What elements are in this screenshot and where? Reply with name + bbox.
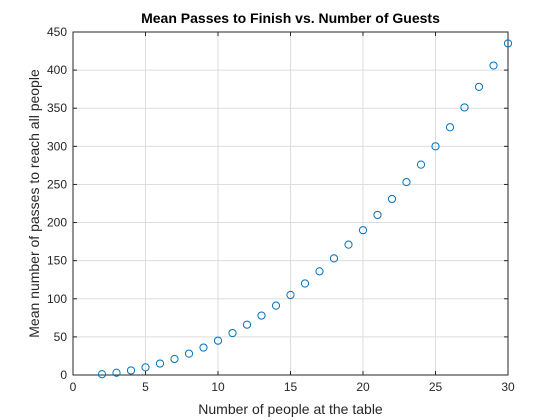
data-point bbox=[228, 328, 237, 338]
data-point bbox=[431, 142, 440, 151]
x-tick-label: 5 bbox=[142, 380, 149, 394]
data-point bbox=[141, 363, 150, 372]
x-tick-labels: 0 5 10 15 20 25 30 bbox=[70, 380, 515, 394]
data-points bbox=[97, 39, 513, 379]
data-point bbox=[126, 366, 136, 375]
y-tick-label: 250 bbox=[47, 177, 67, 191]
data-point bbox=[242, 320, 252, 329]
data-point bbox=[286, 290, 295, 300]
data-point bbox=[503, 39, 513, 48]
x-tick-label: 25 bbox=[429, 380, 443, 394]
y-tick-label: 100 bbox=[47, 292, 67, 306]
x-tick-label: 10 bbox=[211, 380, 225, 394]
y-axis-label: Mean number of passes to reach all peopl… bbox=[26, 69, 42, 338]
data-point bbox=[344, 240, 353, 249]
data-point bbox=[300, 279, 310, 288]
y-tick-label: 200 bbox=[47, 216, 67, 230]
data-point bbox=[271, 301, 281, 310]
data-point bbox=[416, 160, 426, 169]
data-point bbox=[170, 354, 179, 364]
x-tick-label: 15 bbox=[284, 380, 298, 394]
data-point bbox=[199, 343, 208, 352]
x-axis-label: Number of people at the table bbox=[198, 401, 383, 417]
y-tick-label: 400 bbox=[47, 63, 67, 77]
data-point bbox=[402, 178, 411, 187]
x-tick-label: 30 bbox=[501, 380, 515, 394]
y-tick-label: 300 bbox=[47, 139, 67, 153]
y-tick-label: 150 bbox=[47, 254, 67, 268]
y-tick-label: 350 bbox=[47, 101, 67, 115]
data-point bbox=[445, 123, 455, 132]
data-point bbox=[257, 311, 266, 320]
x-tick-label: 0 bbox=[70, 380, 77, 394]
data-point bbox=[155, 359, 165, 368]
y-tick-label: 50 bbox=[54, 330, 68, 344]
data-point bbox=[474, 82, 484, 91]
data-point bbox=[358, 226, 368, 235]
chart-title: Mean Passes to Finish vs. Number of Gues… bbox=[141, 10, 440, 26]
data-point bbox=[387, 194, 397, 204]
data-point bbox=[373, 210, 382, 220]
data-point bbox=[112, 368, 121, 377]
data-point bbox=[213, 336, 223, 345]
data-point bbox=[489, 61, 498, 70]
y-tick-label: 450 bbox=[47, 25, 67, 39]
data-point bbox=[97, 370, 107, 379]
axis-ticks bbox=[72, 31, 509, 376]
y-tick-label: 0 bbox=[60, 368, 67, 382]
data-point bbox=[184, 349, 194, 358]
data-point bbox=[460, 103, 469, 112]
data-point bbox=[315, 267, 324, 276]
data-point bbox=[329, 254, 339, 263]
x-tick-label: 20 bbox=[356, 380, 370, 394]
y-tick-labels: 0 50 100 150 200 250 300 350 400 450 bbox=[47, 25, 67, 382]
